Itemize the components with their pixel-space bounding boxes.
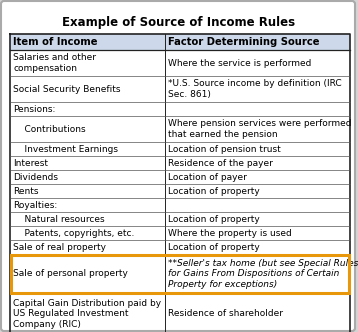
- Text: Example of Source of Income Rules: Example of Source of Income Rules: [62, 16, 296, 29]
- Text: Location of pension trust: Location of pension trust: [168, 144, 280, 153]
- Text: Social Security Benefits: Social Security Benefits: [13, 85, 121, 94]
- Text: Location of payer: Location of payer: [168, 173, 247, 182]
- Text: Investment Earnings: Investment Earnings: [13, 144, 118, 153]
- Text: Salaries and other
compensation: Salaries and other compensation: [13, 53, 96, 73]
- Text: **Seller's tax home (but see Special Rules
for Gains From Dispositions of Certai: **Seller's tax home (but see Special Rul…: [168, 259, 358, 289]
- Text: Sale of personal property: Sale of personal property: [13, 270, 128, 279]
- Text: Pensions:: Pensions:: [13, 105, 55, 114]
- Text: *U.S. Source income by definition (IRC
Sec. 861): *U.S. Source income by definition (IRC S…: [168, 79, 341, 99]
- Text: Sale of real property: Sale of real property: [13, 242, 106, 252]
- Text: Contributions: Contributions: [13, 124, 86, 133]
- Text: Residence of the payer: Residence of the payer: [168, 158, 272, 168]
- Text: Natural resources: Natural resources: [13, 214, 105, 223]
- Text: Where the property is used: Where the property is used: [168, 228, 291, 237]
- Text: Capital Gain Distribution paid by
US Regulated Investment
Company (RIC): Capital Gain Distribution paid by US Reg…: [13, 299, 161, 329]
- Text: Residence of shareholder: Residence of shareholder: [168, 309, 283, 318]
- Text: Royalties:: Royalties:: [13, 201, 57, 209]
- Bar: [11, 255, 349, 293]
- Text: Interest: Interest: [13, 158, 48, 168]
- Text: Location of property: Location of property: [168, 214, 260, 223]
- Text: Rents: Rents: [13, 187, 39, 196]
- Text: Where the service is performed: Where the service is performed: [168, 58, 311, 67]
- Text: Factor Determining Source: Factor Determining Source: [168, 37, 319, 47]
- Text: Location of property: Location of property: [168, 242, 260, 252]
- Text: Location of property: Location of property: [168, 187, 260, 196]
- Text: Where pension services were performed
that earned the pension: Where pension services were performed th…: [168, 119, 351, 139]
- Bar: [10, 34, 350, 50]
- Text: Patents, copyrights, etc.: Patents, copyrights, etc.: [13, 228, 134, 237]
- Text: Item of Income: Item of Income: [13, 37, 97, 47]
- Text: Dividends: Dividends: [13, 173, 58, 182]
